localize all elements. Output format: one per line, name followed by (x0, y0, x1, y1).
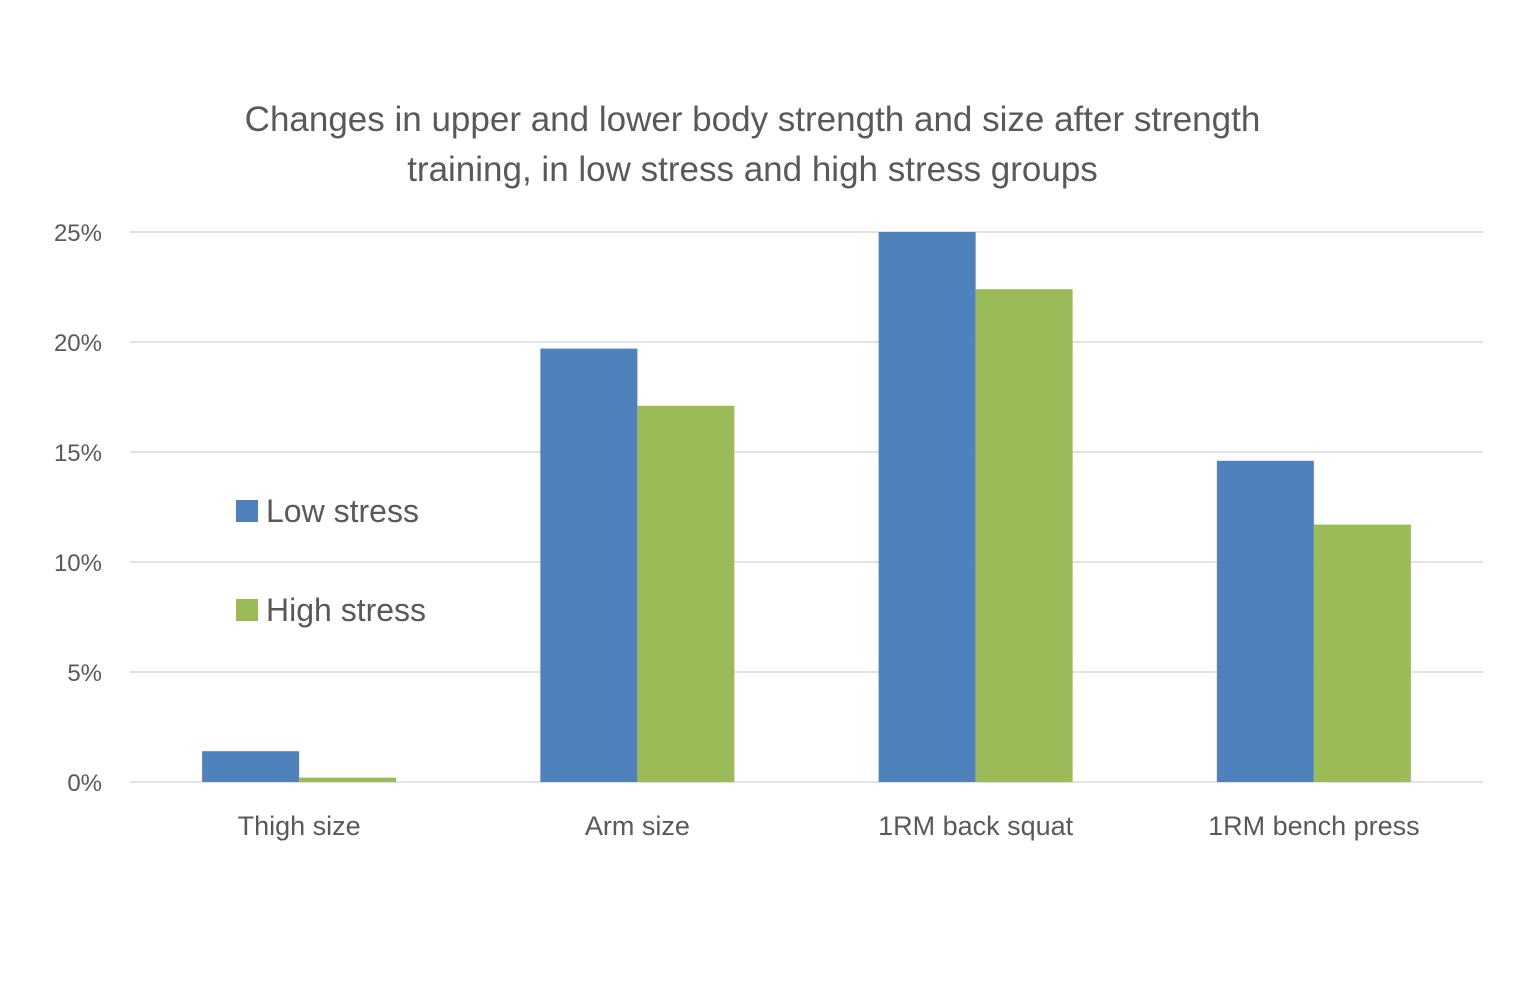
x-tick-label-1: Arm size (585, 811, 690, 841)
x-tick-label-2: 1RM back squat (878, 811, 1074, 841)
legend-swatch-0 (236, 500, 258, 522)
legend-label-1: High stress (266, 592, 426, 628)
bar-low-stress-3 (1216, 460, 1314, 782)
bar-high-stress-1 (637, 405, 735, 782)
bar-low-stress-2 (878, 232, 976, 782)
x-tick-label-3: 1RM bench press (1208, 811, 1420, 841)
y-tick-label-25: 25% (54, 220, 102, 247)
bar-high-stress-2 (975, 289, 1073, 782)
bar-high-stress-0 (299, 777, 397, 782)
y-tick-label-20: 20% (54, 330, 102, 357)
y-tick-label-15: 15% (54, 440, 102, 467)
bar-high-stress-3 (1313, 524, 1411, 782)
bar-low-stress-0 (202, 751, 300, 782)
chart-title: Changes in upper and lower body strength… (0, 95, 1505, 195)
chart-title-line-1: Changes in upper and lower body strength… (244, 100, 1261, 139)
bar-low-stress-1 (540, 348, 638, 782)
y-tick-label-0: 0% (67, 770, 102, 797)
y-tick-label-10: 10% (54, 550, 102, 577)
y-tick-label-5: 5% (67, 660, 102, 687)
legend-label-0: Low stress (266, 493, 419, 529)
legend-swatch-1 (236, 599, 258, 621)
chart-title-line-2: training, in low stress and high stress … (407, 150, 1098, 189)
x-tick-label-0: Thigh size (238, 811, 361, 841)
